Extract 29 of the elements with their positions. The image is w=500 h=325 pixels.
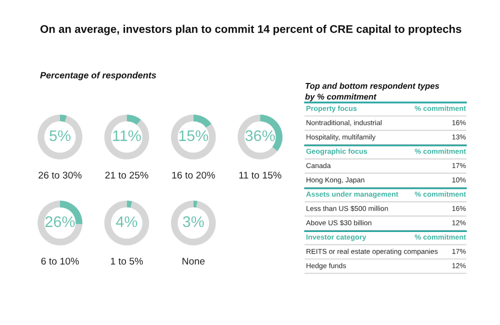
donut-slice [238,114,278,160]
text: 16 to 20% [172,172,215,179]
text: 1 to 5% [110,258,143,265]
donut-slice [126,200,132,208]
chart-subtitle: Percentage of respondents [40,72,156,80]
donut-slice [126,114,141,125]
text: 26 to 30% [38,172,82,179]
donut-slice [38,200,82,246]
data-label: 11% [113,130,141,142]
donut-slice [193,114,212,128]
donut-slice [193,200,198,208]
data-label: 3% [182,216,204,228]
donut-slice [104,200,150,246]
donut-slice [171,200,216,246]
data-label: 4% [116,216,138,228]
text: 21 to 25% [105,172,148,179]
text: 6 to 10% [41,258,79,265]
data-label: 26% [45,216,75,228]
donut-slice [171,114,216,160]
text: 11 to 15% [239,172,282,179]
data-label: 5% [50,130,70,142]
text: None [182,258,205,265]
text: Top and bottom respondent types by % commitment [305,82,440,102]
donut-slice [60,114,67,122]
data-label: 15% [179,130,208,142]
donut-slice [104,114,150,160]
donut-slice [38,114,82,160]
data-label: 36% [245,130,275,142]
text: On an average, investors plan to commit 14 percent of CRE capital to proptechs [40,24,462,36]
